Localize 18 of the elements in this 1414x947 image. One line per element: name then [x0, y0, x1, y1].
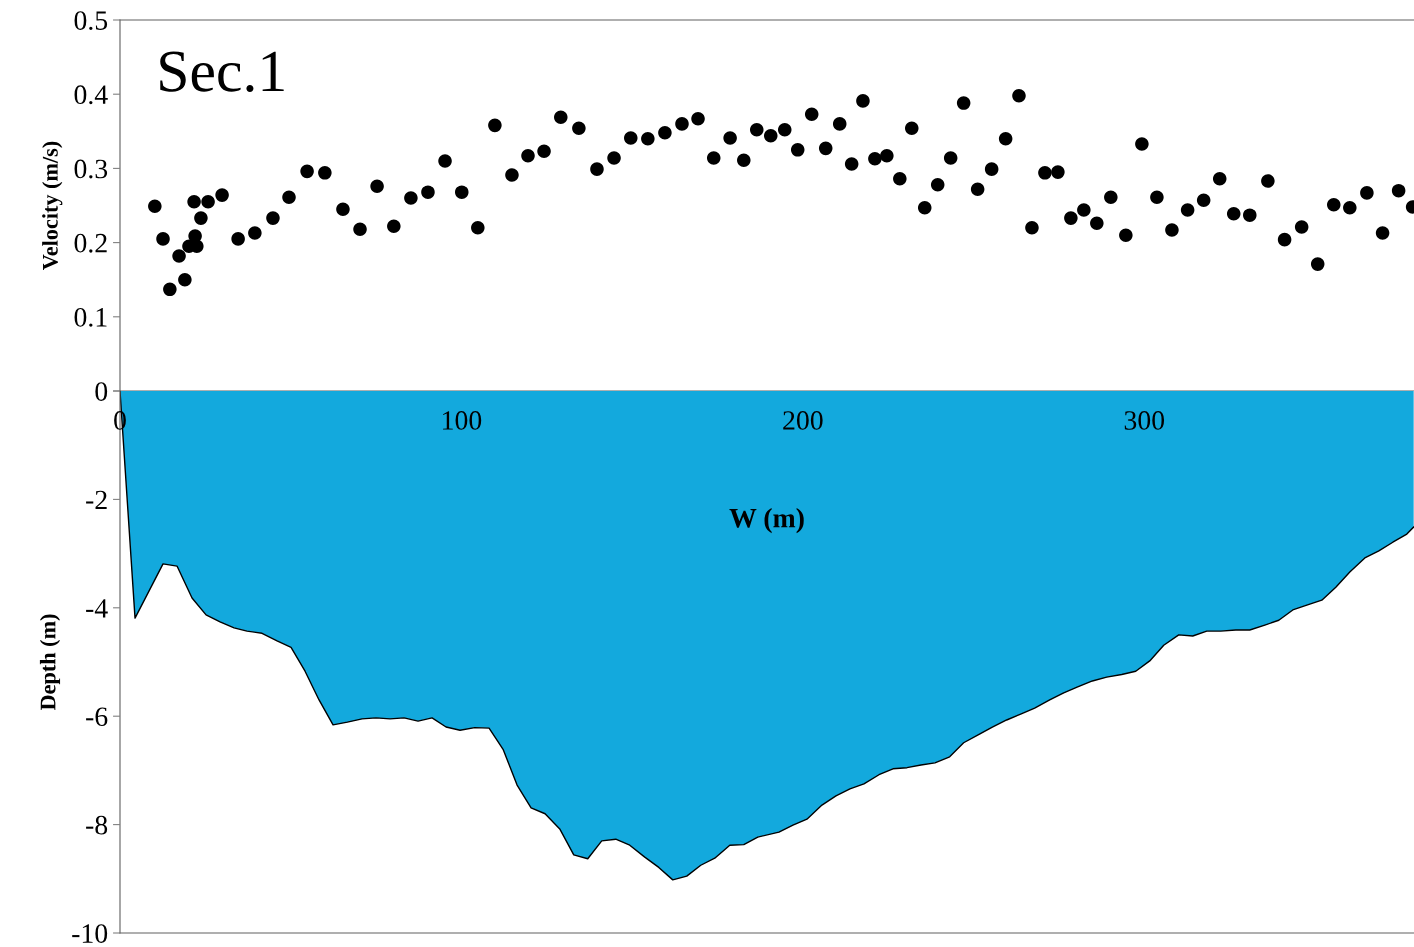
y-tick-label: -6 [86, 707, 108, 727]
x-tick-label: 100 [443, 411, 482, 430]
x-tick-label: 300 [1124, 411, 1165, 430]
y-tick-label: -2 [86, 490, 107, 510]
y-tick-label: -10 [72, 924, 108, 943]
chart-title: Sec.1 [160, 51, 284, 92]
x-axis-title: W (m) [729, 508, 804, 534]
y-axis-title: Depth (m) [39, 614, 61, 711]
y-axis-title: Velocity (m/s) [42, 141, 63, 270]
y-tick-label: -8 [86, 815, 108, 835]
y-tick-label: 0.5 [74, 11, 108, 31]
y-tick-label: 0.1 [74, 307, 107, 327]
y-tick-label: 0.3 [74, 159, 108, 179]
y-tick-label: 0.2 [74, 233, 107, 253]
y-tick-label: 0 [95, 382, 108, 401]
y-tick-label: -4 [86, 599, 108, 618]
x-tick-label: 200 [783, 411, 823, 430]
y-tick-label: 0.4 [74, 85, 108, 105]
